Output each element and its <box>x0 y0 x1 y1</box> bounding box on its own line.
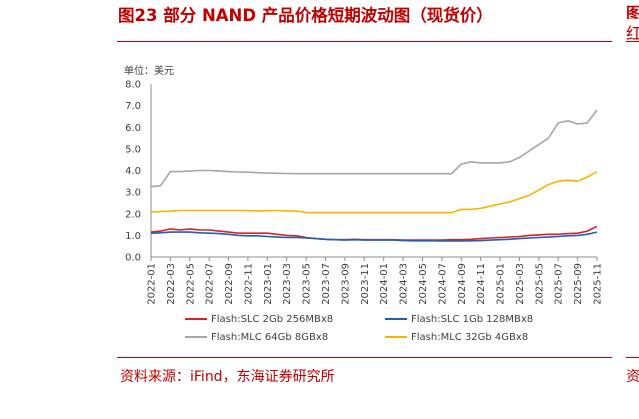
x-tick-label: 2023-01 <box>263 263 274 305</box>
x-axis: 2022-01 2022-03 2022-05 2022-07 2022-09 2022-… <box>147 256 604 305</box>
x-tick-label: 2022-03 <box>166 263 177 305</box>
x-tick-label: 2024-05 <box>418 263 429 305</box>
x-tick-label: 2025-05 <box>534 263 545 305</box>
y-tick-label: 7.0 <box>125 101 141 112</box>
x-tick-label: 2025-03 <box>515 263 526 305</box>
x-tick-label: 2022-01 <box>147 263 158 305</box>
x-tick-label: 2023-03 <box>282 263 293 305</box>
y-tick-label: 6.0 <box>125 123 141 134</box>
source-note: 资料来源：iFind，东海证券研究所 <box>120 369 335 385</box>
adjacent-figure-title-fragment: 图 <box>626 4 639 19</box>
x-tick-label: 2024-03 <box>399 263 410 305</box>
legend-label: Flash:SLC 1Gb 128MBx8 <box>411 314 533 325</box>
y-tick-label: 1.0 <box>125 231 141 242</box>
x-tick-label: 2023-09 <box>340 263 351 305</box>
page-title: 图23 部分 NAND 产品价格短期波动图（现货价） <box>118 6 493 25</box>
x-tick-label: 2023-11 <box>360 263 371 305</box>
x-tick-label: 2024-07 <box>437 263 448 305</box>
x-tick-label: 2022-07 <box>205 263 216 305</box>
x-tick-label: 2024-01 <box>379 263 390 305</box>
series-line-3 <box>150 109 598 188</box>
x-tick-label: 2025-11 <box>593 263 604 305</box>
adjacent-figure-subtitle-fragment: 红 <box>626 24 639 42</box>
x-tick-label: 2022-09 <box>224 263 235 305</box>
legend-label: Flash:MLC 64Gb 8GBx8 <box>211 332 328 343</box>
adjacent-source-fragment: 资 <box>626 369 639 385</box>
x-tick-label: 2025-09 <box>573 263 584 305</box>
y-tick-label: 2.0 <box>125 209 141 220</box>
x-tick-label: 2024-09 <box>457 263 468 305</box>
x-tick-label: 2024-11 <box>476 263 487 305</box>
series-layer <box>150 109 598 242</box>
title-divider <box>117 41 612 42</box>
y-tick-label: 5.0 <box>125 144 141 155</box>
legend-label: Flash:SLC 2Gb 256MBx8 <box>211 314 333 325</box>
y-tick-label: 0.0 <box>125 253 141 264</box>
legend: Flash:SLC 2Gb 256MBx8 Flash:SLC 1Gb 128MB… <box>185 314 533 343</box>
x-tick-label: 2023-07 <box>321 263 332 305</box>
footer-divider <box>117 357 612 358</box>
unit-label: 单位：美元 <box>124 64 174 77</box>
adjacent-footer-divider <box>626 357 639 358</box>
x-tick-label: 2025-01 <box>496 263 507 305</box>
y-tick-label: 4.0 <box>125 166 141 177</box>
x-tick-label: 2023-05 <box>302 263 313 305</box>
series-line-2 <box>150 231 598 242</box>
x-tick-label: 2022-11 <box>243 263 254 305</box>
x-tick-label: 2025-07 <box>554 263 565 305</box>
series-line-4 <box>150 170 598 214</box>
x-tick-label: 2022-05 <box>185 263 196 305</box>
y-axis: 0.0 1.0 2.0 3.0 4.0 5.0 6.0 7.0 8.0 <box>125 80 152 264</box>
y-tick-label: 8.0 <box>125 80 141 91</box>
legend-label: Flash:MLC 32Gb 4GBx8 <box>411 332 528 343</box>
y-tick-label: 3.0 <box>125 188 141 199</box>
adjacent-title-divider <box>626 41 639 42</box>
